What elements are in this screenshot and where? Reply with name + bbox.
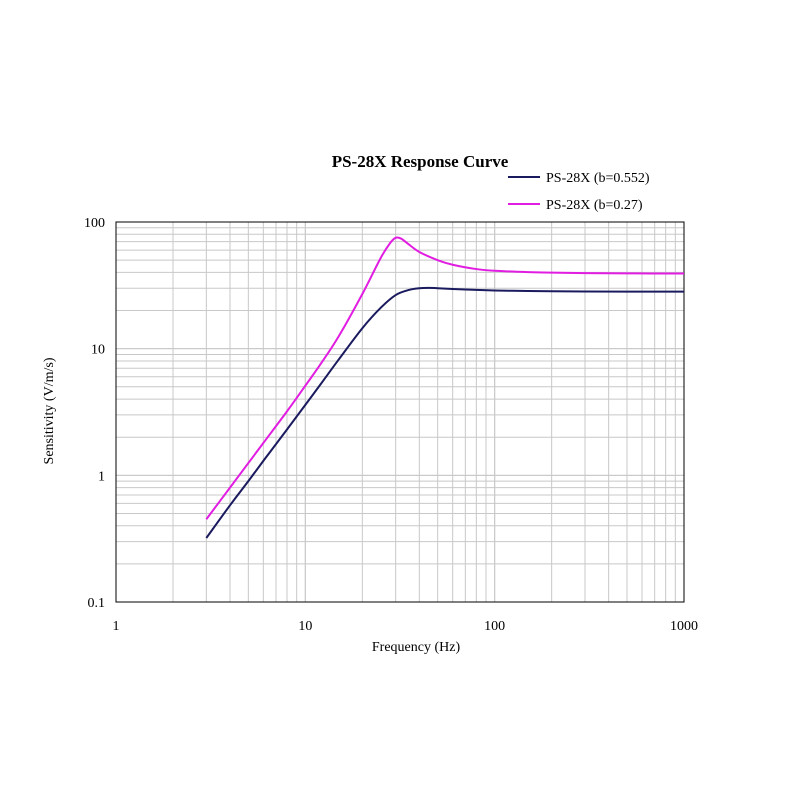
series-line-1	[205, 236, 685, 520]
legend: PS-28X (b=0.552) PS-28X (b=0.27)	[508, 171, 650, 213]
x-axis-label: Frequency (Hz)	[372, 640, 461, 655]
y-tick-label: 10	[91, 343, 105, 358]
x-tick-labels: 1 10 100 1000	[113, 619, 699, 634]
x-tick-label: 1	[113, 619, 120, 634]
y-axis-label: Sensitivity (V/m/s)	[42, 357, 57, 464]
legend-label-series-1: PS-28X (b=0.27)	[546, 198, 643, 213]
x-tick-label: 10	[298, 619, 312, 634]
y-tick-label: 1	[98, 469, 105, 484]
chart-title: PS-28X Response Curve	[332, 152, 509, 171]
y-tick-label: 0.1	[88, 596, 106, 611]
plot-frame	[115, 221, 685, 603]
y-tick-label: 100	[84, 216, 105, 231]
x-tick-label: 100	[484, 619, 505, 634]
y-tick-labels: 0.1 1 10 100	[84, 216, 105, 611]
series-layer	[205, 236, 685, 539]
series-line-0	[205, 286, 685, 539]
legend-label-series-0: PS-28X (b=0.552)	[546, 171, 650, 186]
x-tick-label: 1000	[670, 619, 698, 634]
